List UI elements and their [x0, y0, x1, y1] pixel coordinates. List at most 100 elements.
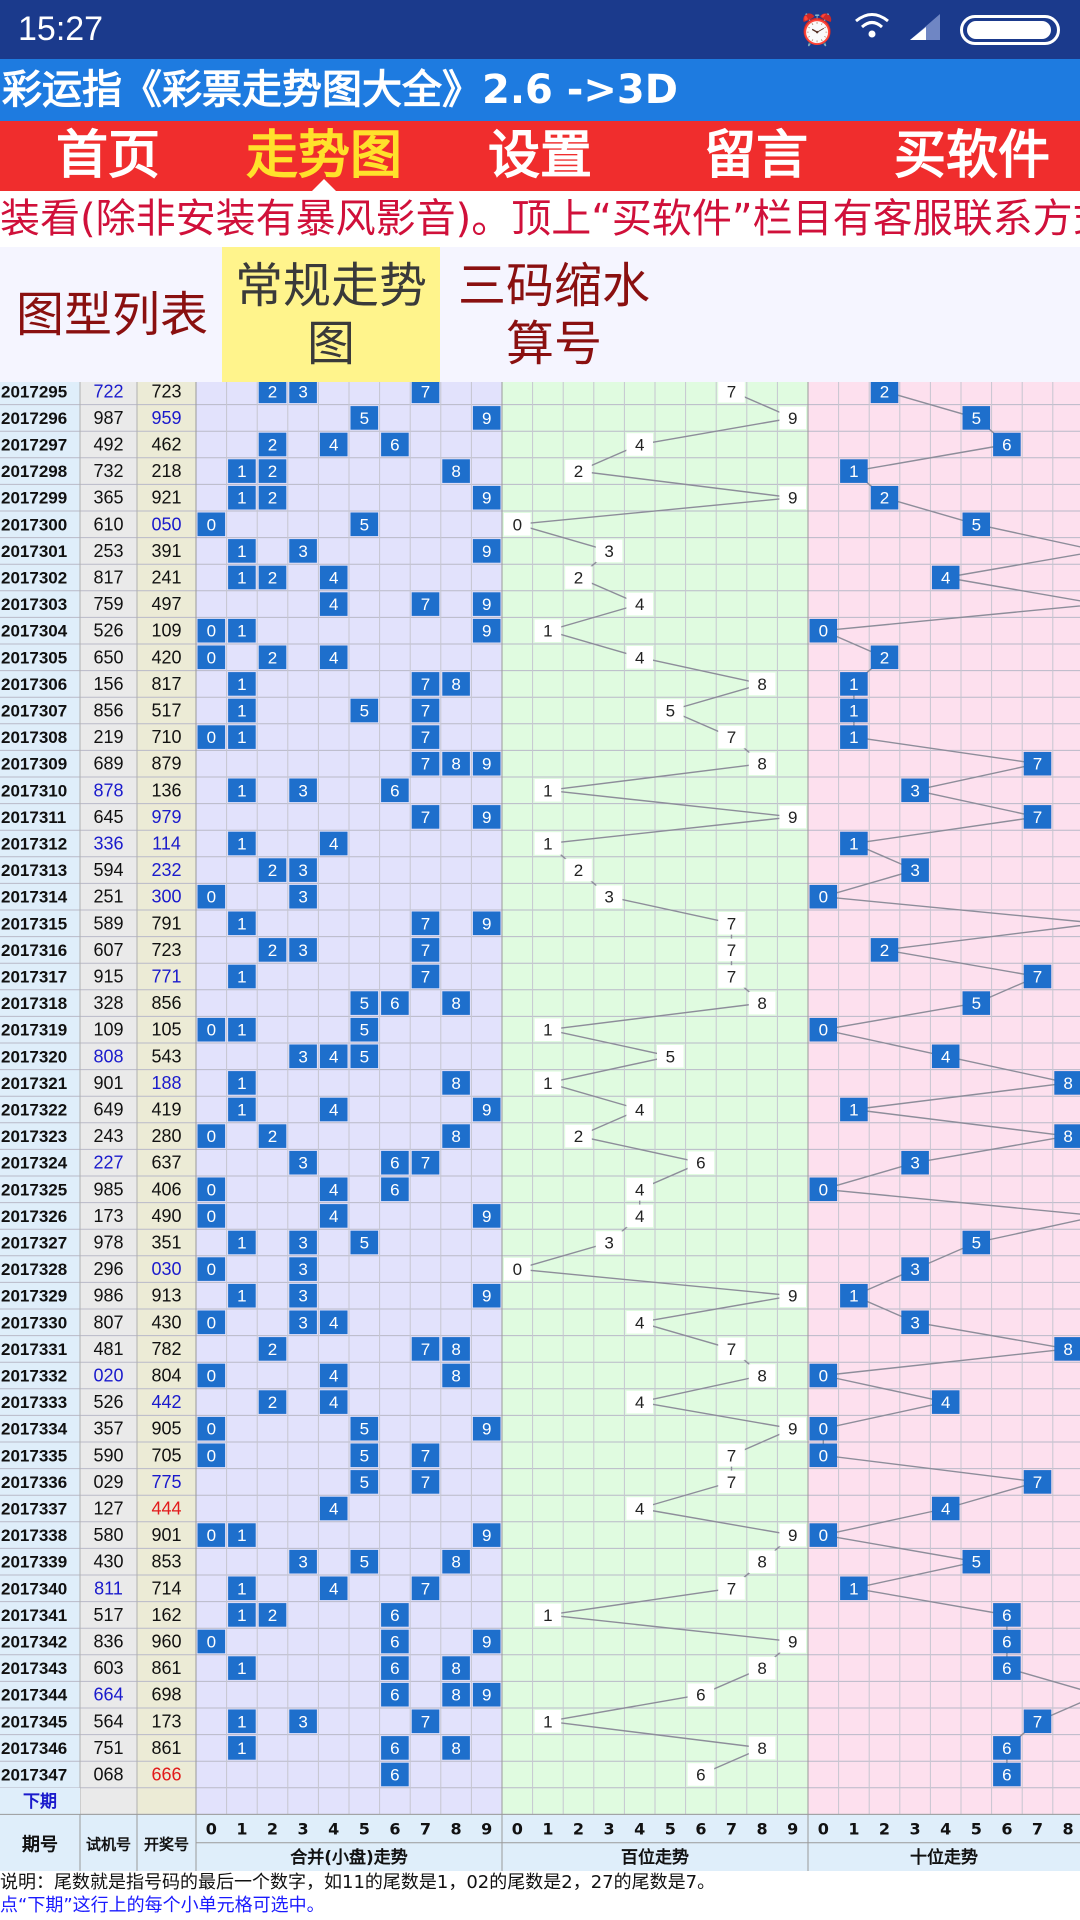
- sum-marker-label: 5: [360, 1553, 369, 1572]
- nav-buy-software[interactable]: 买软件: [893, 126, 1050, 186]
- sum-marker-label: 4: [329, 1367, 338, 1386]
- win-cell: 300: [151, 887, 181, 907]
- hundreds-marker-label: 9: [788, 808, 797, 827]
- sum-marker: [228, 1523, 256, 1547]
- sum-marker: [258, 1124, 287, 1148]
- sum-marker-label: 4: [329, 1579, 338, 1598]
- sum-marker-label: 3: [298, 1234, 307, 1253]
- win-cell: 637: [151, 1153, 181, 1173]
- hundreds-marker: [626, 1098, 653, 1121]
- trial-cell: 590: [93, 1445, 123, 1465]
- sum-marker: [319, 1496, 348, 1521]
- sum-marker-label: 2: [268, 489, 277, 508]
- sum-marker: [472, 406, 501, 430]
- hundreds-marker-label: 9: [788, 1633, 797, 1652]
- sum-marker-label: 4: [329, 1393, 338, 1412]
- subtab-chart-list[interactable]: 图型列表: [15, 286, 208, 343]
- nav-messages[interactable]: 留言: [703, 126, 808, 186]
- hundreds-marker: [565, 858, 592, 882]
- tens-marker: [962, 1549, 991, 1574]
- nav-settings[interactable]: 设置: [487, 126, 592, 186]
- tens-marker-label: 6: [1002, 1739, 1011, 1758]
- period-cell: 2017318: [1, 994, 67, 1013]
- tens-marker: [840, 1283, 868, 1308]
- sum-marker-label: 3: [298, 1553, 307, 1572]
- tens-marker-label: 6: [1002, 436, 1011, 455]
- sum-marker: [197, 618, 226, 643]
- header-section-0: 合并(小盘)走势: [290, 1847, 408, 1868]
- sum-marker-label: 7: [421, 728, 430, 747]
- tens-marker-label: 6: [1002, 1659, 1011, 1678]
- trial-cell: 253: [93, 541, 123, 561]
- sum-marker-label: 9: [482, 808, 491, 827]
- sum-marker: [258, 858, 287, 882]
- sum-marker-label: 0: [207, 1420, 216, 1439]
- header-digit: 0: [818, 1820, 829, 1839]
- sum-marker-label: 0: [207, 1180, 216, 1199]
- hundreds-marker: [748, 1550, 776, 1573]
- period-cell: 2017327: [1, 1234, 67, 1253]
- nav-trend-chart[interactable]: 走势图: [216, 121, 432, 193]
- sum-marker: [228, 565, 256, 590]
- hundreds-marker-label: 3: [604, 1234, 613, 1253]
- sum-marker: [319, 1204, 348, 1228]
- hundreds-marker: [626, 433, 653, 456]
- header-digit: 7: [420, 1820, 431, 1839]
- sum-marker-label: 2: [268, 436, 277, 455]
- sum-marker: [228, 778, 256, 803]
- sum-marker-label: 7: [421, 1446, 430, 1465]
- sum-marker-label: 7: [421, 675, 430, 694]
- sum-marker: [472, 485, 501, 510]
- win-cell: 723: [151, 382, 181, 401]
- trend-table[interactable]: 2017295 722 723 7 2 3 2017296 987 959 9 5 2017297 49…: [0, 382, 1080, 1871]
- hundreds-marker-label: 8: [757, 675, 766, 694]
- status-bar: 15:27 ⏰: [0, 0, 1080, 59]
- sum-marker-label: 7: [421, 914, 430, 933]
- trial-cell: 751: [93, 1738, 123, 1758]
- win-cell: 109: [151, 621, 181, 641]
- sum-marker-label: 8: [451, 1340, 460, 1359]
- tens-marker: [901, 1257, 929, 1281]
- sum-marker-label: 4: [329, 595, 338, 614]
- hundreds-marker-label: 1: [543, 835, 552, 854]
- sum-marker-label: 9: [482, 489, 491, 508]
- trial-cell: 607: [93, 940, 123, 960]
- sum-marker-label: 3: [298, 941, 307, 960]
- sum-marker-label: 4: [329, 648, 338, 667]
- hundreds-marker-label: 4: [635, 1500, 644, 1519]
- trial-cell: 645: [93, 807, 123, 827]
- sum-marker: [228, 1576, 256, 1601]
- subtab-regular-trend[interactable]: 常规走势图: [222, 247, 440, 382]
- sum-marker-label: 6: [390, 1686, 399, 1705]
- tens-marker: [1054, 1071, 1080, 1095]
- sum-marker-label: 3: [298, 861, 307, 880]
- tens-marker-label: 2: [880, 382, 889, 401]
- trial-cell: 526: [93, 621, 123, 641]
- sum-marker: [289, 778, 317, 803]
- sum-marker-label: 8: [451, 1739, 460, 1758]
- tens-marker-label: 3: [910, 1154, 919, 1173]
- header-digit: 7: [726, 1820, 737, 1839]
- tens-marker-label: 8: [1063, 1340, 1072, 1359]
- subtab-three-code-filter[interactable]: 三码缩水算号: [457, 257, 650, 372]
- tens-marker-label: 1: [849, 728, 858, 747]
- hundreds-marker-label: 5: [666, 1047, 675, 1066]
- sum-marker: [442, 1682, 470, 1707]
- period-cell: 2017347: [1, 1766, 67, 1785]
- sum-marker: [350, 1443, 379, 1468]
- nav-home[interactable]: 首页: [55, 126, 160, 186]
- tens-marker-label: 1: [849, 1579, 858, 1598]
- win-cell: 960: [151, 1632, 181, 1652]
- period-cell: 2017330: [1, 1313, 67, 1332]
- win-cell: 406: [151, 1179, 181, 1199]
- win-cell: 543: [151, 1046, 181, 1066]
- win-cell: 856: [151, 993, 181, 1013]
- trial-cell: 365: [93, 488, 123, 508]
- period-cell: 2017304: [1, 622, 68, 641]
- battery-icon: [960, 15, 1060, 45]
- trial-cell: 526: [93, 1392, 123, 1412]
- period-cell: 2017302: [1, 569, 67, 588]
- sum-marker-label: 0: [207, 1260, 216, 1279]
- tens-marker-label: 6: [1002, 1606, 1011, 1625]
- sum-marker: [228, 911, 256, 936]
